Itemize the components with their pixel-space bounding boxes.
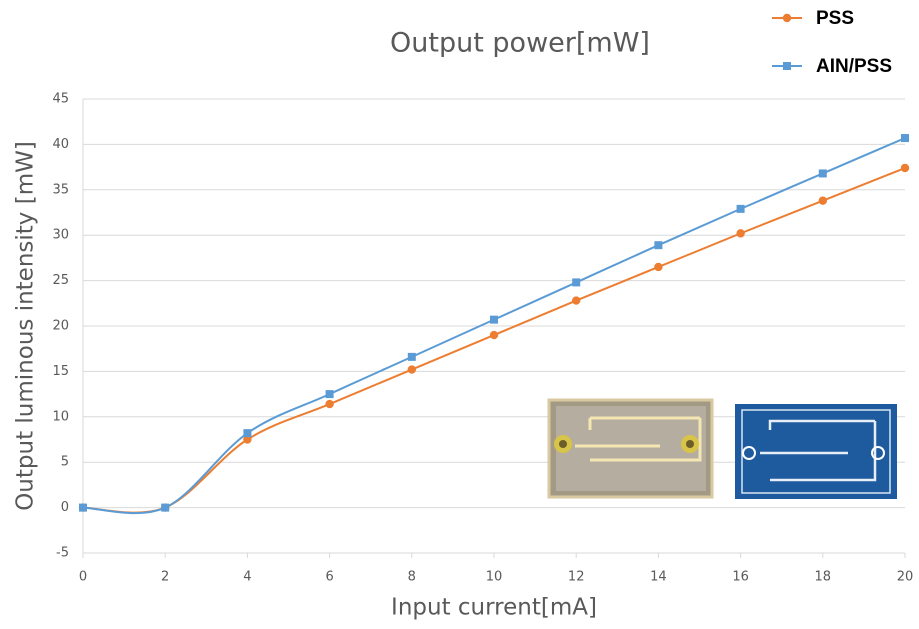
x-tick-label: 10: [486, 570, 503, 585]
marker: [490, 316, 498, 324]
marker: [819, 196, 827, 204]
inset-photo-pss: [549, 400, 712, 497]
plot-area: -5 0 5 10 15 20 25 30 35 40 45 0 2 4 6 8 10 12 14 16 18 20: [52, 92, 913, 585]
marker: [736, 229, 744, 237]
x-tick-label: 16: [732, 570, 749, 585]
marker: [783, 62, 791, 70]
y-tick-label: 30: [52, 228, 69, 243]
y-tick-label: 15: [52, 364, 69, 379]
marker: [326, 390, 334, 398]
marker: [408, 353, 416, 361]
x-tick-label: 20: [897, 570, 914, 585]
y-tick-label: 40: [52, 137, 69, 152]
inset-photo-ainpss: [735, 404, 897, 499]
legend-label: AIN/PSS: [816, 56, 892, 77]
marker: [79, 504, 87, 512]
x-tick-label: 18: [815, 570, 832, 585]
y-tick-label: -5: [56, 546, 69, 561]
y-tick-label: 10: [52, 409, 69, 424]
x-tick-label: 0: [79, 570, 87, 585]
y-tick-label: 5: [61, 455, 69, 470]
marker: [408, 365, 416, 373]
marker: [901, 134, 909, 142]
y-tick-label: 35: [52, 182, 69, 197]
x-tick-label: 4: [243, 570, 251, 585]
marker: [819, 169, 827, 177]
chart: Output power[mW] Input current[mA] Outpu…: [0, 0, 919, 629]
marker: [783, 14, 791, 22]
marker: [325, 400, 333, 408]
x-tick-label: 12: [568, 570, 585, 585]
x-tick-label: 2: [161, 570, 169, 585]
legend-label: PSS: [816, 8, 854, 29]
y-tick-label: 0: [61, 500, 69, 515]
x-axis-label: Input current[mA]: [391, 595, 597, 621]
x-tick-label: 14: [650, 570, 667, 585]
chart-title: Output power[mW]: [390, 28, 650, 59]
marker: [654, 241, 662, 249]
y-axis-label: Output luminous intensity [mW]: [13, 141, 39, 511]
marker: [901, 164, 909, 172]
y-tick-label: 25: [52, 273, 69, 288]
marker: [737, 205, 745, 213]
marker: [572, 296, 580, 304]
marker: [243, 429, 251, 437]
x-tick-label: 8: [408, 570, 416, 585]
marker: [161, 504, 169, 512]
marker: [654, 263, 662, 271]
y-tick-label: 45: [52, 92, 69, 107]
y-tick-label: 20: [52, 319, 69, 334]
marker: [490, 331, 498, 339]
marker: [572, 278, 580, 286]
x-tick-label: 6: [325, 570, 333, 585]
